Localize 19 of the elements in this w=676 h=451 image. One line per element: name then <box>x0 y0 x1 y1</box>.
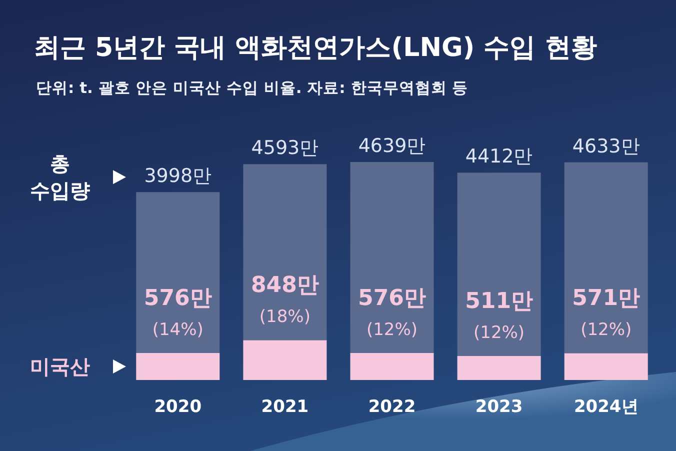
total-label: 4593만 <box>251 137 319 160</box>
total-label: 3998만 <box>144 165 212 188</box>
x-tick-label: 2021 <box>261 397 309 417</box>
data-label: 576만 (14%) <box>144 286 212 340</box>
x-tick-label: 2024년 <box>574 397 638 417</box>
x-tick-label: 2023 <box>475 397 523 417</box>
data-label: 576만 (12%) <box>358 286 426 340</box>
total-label: 4412만 <box>465 146 533 168</box>
data-label: 848만 (18%) <box>250 273 319 328</box>
x-tick-label: 2022 <box>368 397 416 417</box>
chart-title: 최근 5년간 국내 액화천연가스(LNG) 수입 현황 <box>34 33 597 63</box>
data-label: 571만 (12%) <box>572 286 640 340</box>
text: 미국산 <box>30 354 90 378</box>
chart-subtitle: 단위: t. 괄호 안은 미국산 수입 비율. 자료: 한국무역협회 등 <box>36 79 468 97</box>
data-label: 511만 (12%) <box>465 288 534 343</box>
total-label: 4633만 <box>572 135 640 158</box>
x-tick-label: 2020 <box>154 397 202 417</box>
text: 총 수입량 <box>30 152 90 203</box>
total-label: 4639만 <box>358 135 426 157</box>
